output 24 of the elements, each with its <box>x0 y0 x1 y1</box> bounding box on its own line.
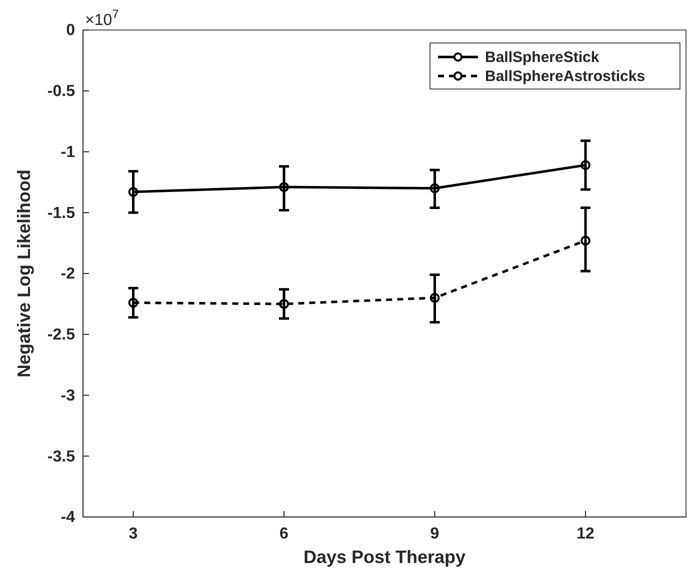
y-tick-label: -2 <box>60 266 76 283</box>
y-tick-label: -1.5 <box>47 204 76 222</box>
x-tick-label: 9 <box>430 525 440 542</box>
point <box>279 182 289 192</box>
y-tick-label: -4 <box>60 509 76 526</box>
point <box>279 298 289 309</box>
point <box>430 183 440 194</box>
y-tick-label: -1 <box>60 144 76 161</box>
legend-label: BallSphereAstrosticks <box>485 68 646 85</box>
y-tick-label: -2.5 <box>47 326 76 344</box>
point <box>128 298 138 308</box>
y-tick-label: 0 <box>66 22 76 40</box>
y-tick-label: -3.5 <box>47 448 76 466</box>
x-axis-title: Days Post Therapy <box>303 547 466 567</box>
text: ×10$^{7}$ <box>85 7 120 29</box>
point <box>580 236 590 246</box>
y-axis-title: Negative Log Likelihood <box>14 169 34 378</box>
y-tick-label: -0.5 <box>47 82 76 100</box>
point <box>430 292 440 303</box>
y-tick-label: -3 <box>60 387 76 404</box>
legend-label: BallSphereStick <box>485 49 600 66</box>
x-tick-label: 12 <box>576 525 594 542</box>
x-tick-label: 3 <box>128 525 138 542</box>
x-tick-label: 6 <box>280 525 289 542</box>
